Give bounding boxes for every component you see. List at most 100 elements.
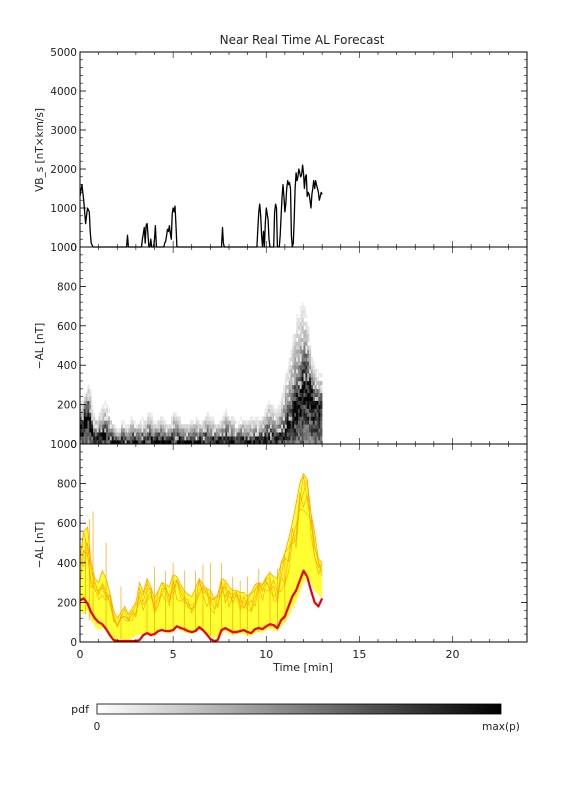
heatmap-cell — [208, 436, 211, 441]
heatmap-cell — [174, 420, 178, 425]
heatmap-cell — [299, 333, 302, 338]
heatmap-cell — [310, 369, 314, 374]
heatmap-cell — [113, 440, 116, 445]
heatmap-cell — [119, 432, 122, 437]
heatmap-cell — [288, 404, 291, 409]
heatmap-cell — [107, 424, 111, 429]
heatmap-cell — [91, 404, 94, 409]
forecast-median-line — [79, 569, 324, 643]
heatmap-cell — [283, 436, 286, 441]
heatmap-cell — [243, 424, 247, 429]
heatmap-cell — [180, 424, 183, 429]
heatmap-cell — [182, 424, 185, 429]
heatmap-cell — [273, 432, 276, 437]
heatmap-cell — [245, 420, 248, 425]
heatmap-cell — [277, 436, 280, 441]
heatmap-cell — [310, 380, 314, 386]
heatmap-cell — [143, 420, 146, 425]
heatmap-cell — [312, 412, 315, 417]
heatmap-cell — [309, 424, 312, 429]
heatmap-cell — [299, 361, 302, 366]
heatmap-cell — [167, 428, 170, 433]
heatmap-cell — [314, 388, 317, 394]
heatmap-cell — [309, 388, 312, 394]
heatmap-cell — [214, 440, 217, 445]
heatmap-cell — [269, 440, 273, 445]
heatmap-cell — [296, 313, 299, 319]
panel-al-pdf: 0 200 400 600 800 1000 −AL [nT] — [34, 242, 528, 451]
heatmap-cell — [232, 424, 235, 429]
heatmap-cell — [320, 373, 323, 378]
heatmap-cell — [165, 440, 168, 445]
heatmap-cell — [107, 440, 111, 445]
heatmap-cell — [290, 357, 293, 362]
heatmap-cell — [158, 420, 161, 425]
heatmap-cell — [176, 440, 180, 445]
heatmap-cell — [288, 416, 291, 421]
heatmap-cell — [303, 341, 306, 346]
heatmap-cell — [94, 424, 98, 429]
heatmap-cell — [320, 384, 323, 390]
heatmap-cell — [314, 428, 317, 433]
heatmap-cell — [275, 424, 278, 429]
heatmap-cell — [303, 416, 306, 421]
heatmap-cell — [305, 392, 308, 398]
heatmap-cell — [223, 428, 226, 433]
heatmap-cell — [139, 432, 142, 437]
heatmap-cell — [242, 428, 245, 433]
heatmap-cell — [113, 432, 116, 437]
heatmap-cell — [182, 428, 185, 433]
heatmap-cell — [314, 392, 317, 398]
heatmap-cell — [122, 428, 125, 433]
heatmap-cell — [290, 424, 293, 429]
heatmap-cell — [305, 369, 308, 374]
heatmap-cell — [310, 432, 314, 437]
heatmap-cell — [247, 440, 250, 445]
heatmap-cell — [147, 428, 150, 433]
heatmap-cell — [288, 369, 291, 374]
heatmap-cell — [296, 333, 299, 338]
heatmap-cell — [106, 428, 109, 433]
heatmap-cell — [316, 412, 319, 417]
heatmap-cell — [277, 408, 280, 413]
heatmap-cell — [80, 404, 83, 409]
heatmap-cell — [305, 432, 308, 437]
heatmap-cell — [186, 428, 189, 433]
heatmap-cell — [96, 420, 99, 425]
heatmap-cell — [158, 436, 161, 441]
heatmap-cell — [312, 424, 315, 429]
heatmap-cell — [134, 420, 137, 425]
heatmap-cell — [139, 420, 142, 425]
heatmap-cell — [117, 428, 120, 433]
heatmap-cell — [292, 365, 295, 370]
heatmap-cell — [141, 440, 144, 445]
heatmap-cell — [284, 432, 288, 437]
heatmap-cell — [307, 404, 310, 409]
heatmap-cell — [229, 440, 232, 445]
heatmap-cell — [292, 432, 295, 437]
heatmap-cell — [210, 428, 213, 433]
heatmap-cell — [249, 428, 252, 433]
heatmap-cell — [120, 428, 124, 433]
heatmap-cell — [301, 404, 304, 409]
heatmap-cell — [98, 424, 101, 429]
heatmap-cell — [292, 412, 295, 417]
heatmap-cell — [307, 357, 310, 362]
heatmap-cell — [189, 432, 193, 437]
heatmap-cell — [141, 436, 144, 441]
heatmap-cell — [310, 396, 314, 401]
heatmap-cell — [301, 349, 304, 354]
heatmap-cell — [152, 440, 155, 445]
heatmap-cell — [221, 428, 224, 433]
heatmap-cell — [271, 424, 274, 429]
heatmap-cell — [154, 432, 157, 437]
heatmap-cell — [316, 404, 319, 409]
heatmap-cell — [83, 420, 86, 425]
heatmap-cell — [303, 361, 306, 366]
heatmap-cell — [242, 424, 245, 429]
heatmap-cell — [290, 373, 293, 378]
heatmap-cell — [154, 436, 157, 441]
heatmap-cell — [279, 420, 282, 425]
heatmap-cell — [148, 428, 152, 433]
heatmap-cell — [288, 365, 291, 370]
